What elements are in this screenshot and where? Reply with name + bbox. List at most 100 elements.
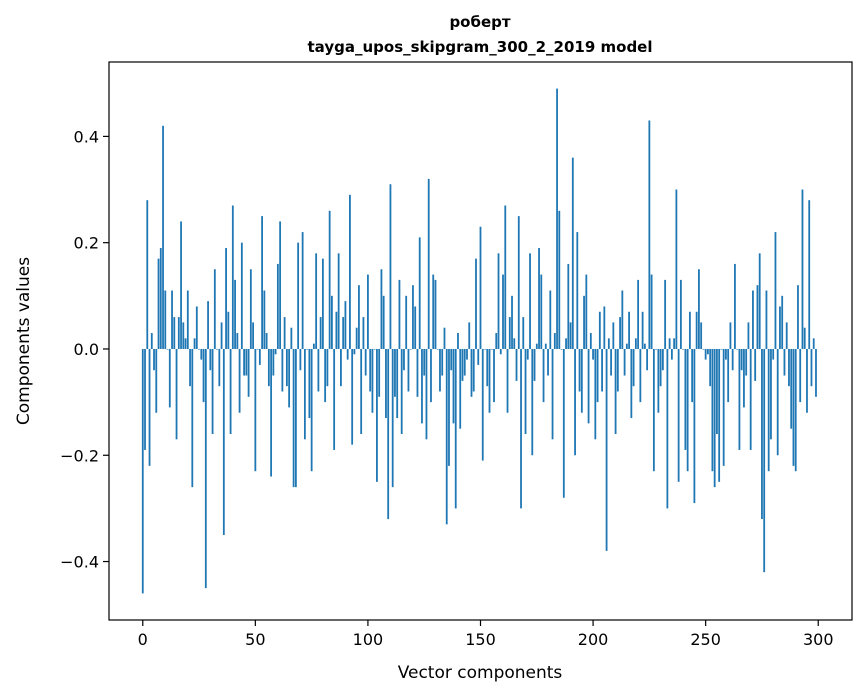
bar-89 xyxy=(342,317,345,349)
bar-271 xyxy=(752,290,754,349)
bar-185 xyxy=(558,210,561,349)
bar-203 xyxy=(598,311,601,349)
bar-132 xyxy=(439,348,441,392)
bar-233 xyxy=(666,348,669,509)
bar-143 xyxy=(463,348,466,376)
bar-151 xyxy=(481,348,484,461)
bar-260 xyxy=(727,348,730,403)
bar-109 xyxy=(387,348,390,520)
bar-206 xyxy=(605,348,608,551)
bar-34 xyxy=(218,348,221,387)
bar-36 xyxy=(222,348,225,535)
x-tick-label: 200 xyxy=(578,630,609,649)
bar-153 xyxy=(486,348,489,387)
bar-202 xyxy=(596,348,599,403)
bar-207 xyxy=(607,338,610,349)
bar-1 xyxy=(144,348,146,450)
bar-141 xyxy=(459,348,462,429)
bar-66 xyxy=(290,327,293,349)
bar-181 xyxy=(549,290,552,349)
x-ticks-group: 0 50 100 150 200 250 300 xyxy=(138,620,834,649)
x-tick-label: 0 xyxy=(138,630,148,649)
bar-253 xyxy=(711,348,714,472)
bar-130 xyxy=(434,279,437,349)
y-tick-label: −0.2 xyxy=(60,446,99,465)
bar-273 xyxy=(756,285,759,349)
bar-193 xyxy=(576,232,579,349)
bar-97 xyxy=(360,348,363,434)
bar-90 xyxy=(344,301,347,349)
bar-274 xyxy=(758,253,761,349)
bar-247 xyxy=(698,269,700,349)
bar-79 xyxy=(319,317,322,349)
bar-235 xyxy=(670,348,673,360)
bar-159 xyxy=(499,348,502,355)
y-tick-label: −0.4 xyxy=(60,553,99,572)
bar-65 xyxy=(288,348,291,408)
bar-138 xyxy=(452,348,455,424)
bar-225 xyxy=(648,120,651,349)
bar-152 xyxy=(484,348,486,350)
bar-164 xyxy=(511,295,513,349)
bar-140 xyxy=(457,333,459,349)
bar-13 xyxy=(171,290,173,349)
bar-285 xyxy=(783,348,786,376)
bar-215 xyxy=(625,343,628,349)
plot-area-frame xyxy=(108,61,853,621)
bar-230 xyxy=(659,348,662,387)
bar-144 xyxy=(466,348,468,360)
bar-220 xyxy=(637,279,640,349)
bar-229 xyxy=(657,348,660,413)
bar-189 xyxy=(567,263,570,349)
y-tick-label: 0.4 xyxy=(74,127,99,146)
bar-91 xyxy=(346,348,349,360)
bar-261 xyxy=(729,322,732,349)
bar-299 xyxy=(815,348,817,397)
bar-115 xyxy=(400,348,403,434)
bar-226 xyxy=(650,274,653,349)
bar-26 xyxy=(200,348,203,360)
bar-42 xyxy=(236,333,239,349)
bar-49 xyxy=(252,322,254,349)
bar-281 xyxy=(774,232,777,349)
bar-67 xyxy=(292,348,295,488)
bar-266 xyxy=(740,348,743,371)
bar-27 xyxy=(202,348,205,403)
bar-68 xyxy=(294,348,297,488)
bar-262 xyxy=(731,348,734,371)
bar-175 xyxy=(535,343,538,349)
bar-47 xyxy=(247,348,250,397)
bar-129 xyxy=(432,274,435,349)
bar-218 xyxy=(632,348,635,387)
bar-186 xyxy=(560,348,563,350)
bar-44 xyxy=(240,242,243,349)
bar-22 xyxy=(191,348,194,488)
bar-157 xyxy=(495,333,498,349)
bar-210 xyxy=(614,348,617,434)
bar-120 xyxy=(412,285,414,349)
bar-126 xyxy=(425,348,428,440)
bar-93 xyxy=(351,348,354,445)
bar-178 xyxy=(542,348,545,403)
bar-110 xyxy=(389,184,392,349)
bar-74 xyxy=(308,348,311,419)
bar-201 xyxy=(594,348,597,440)
bar-161 xyxy=(504,205,507,349)
bar-221 xyxy=(639,348,642,403)
bar-184 xyxy=(556,88,558,349)
bar-92 xyxy=(349,194,351,349)
bar-72 xyxy=(303,348,306,440)
bar-150 xyxy=(479,226,482,349)
bar-256 xyxy=(718,348,721,482)
bar-147 xyxy=(472,348,475,392)
y-tick-label: 0.2 xyxy=(74,234,99,253)
bar-75 xyxy=(310,348,313,472)
bar-208 xyxy=(610,348,612,376)
bar-85 xyxy=(333,348,336,450)
bar-137 xyxy=(450,348,453,371)
bar-80 xyxy=(321,258,324,349)
bar-287 xyxy=(788,348,790,387)
bar-288 xyxy=(790,348,793,429)
x-tick-label: 150 xyxy=(465,630,496,649)
bar-257 xyxy=(720,348,723,350)
